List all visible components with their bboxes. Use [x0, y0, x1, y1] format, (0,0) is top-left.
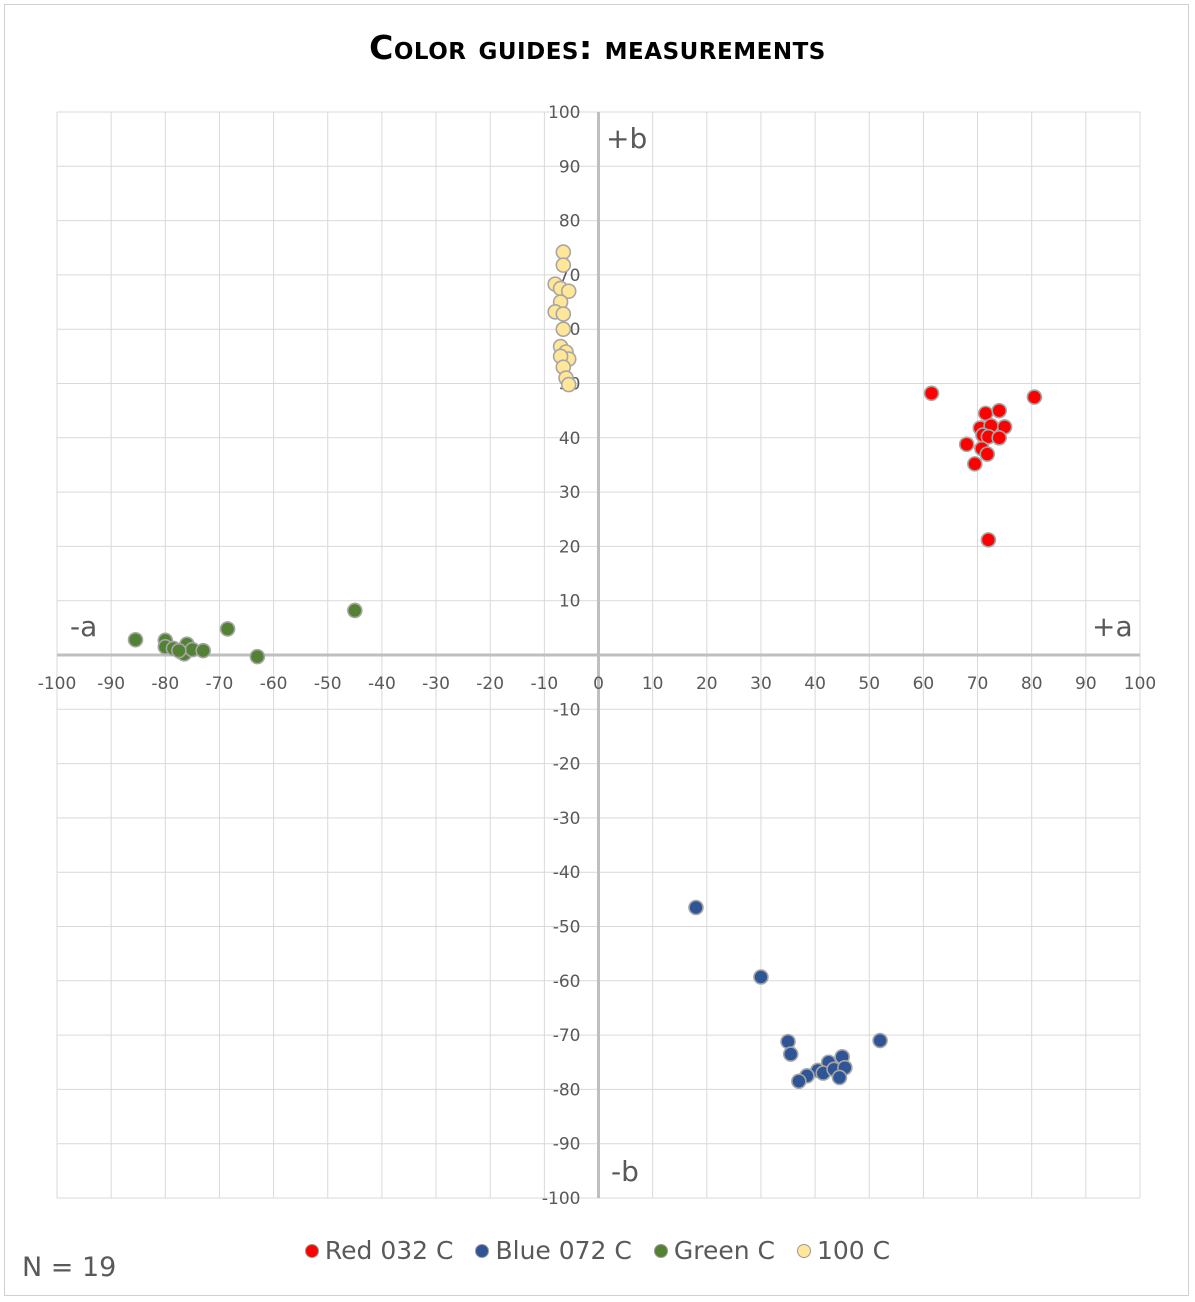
point-100-c	[555, 321, 572, 338]
point-green-c	[195, 642, 212, 659]
y-tick-label: 20	[559, 537, 581, 557]
point-blue-072-c	[688, 899, 704, 916]
y-tick-label: -100	[542, 1189, 581, 1209]
x-tick-label: -90	[97, 674, 125, 694]
legend: Red 032 C Blue 072 C Green C 100 C	[0, 1236, 1195, 1265]
x-tick-label: -50	[314, 674, 342, 694]
chart-frame	[4, 4, 1189, 1296]
point-red-032-c	[1026, 389, 1043, 405]
x-tick-label: 20	[696, 674, 718, 694]
legend-label: Green C	[673, 1236, 775, 1265]
sample-size-label: N = 19	[22, 1252, 117, 1283]
x-tick-label: -80	[151, 674, 179, 694]
x-tick-labels: -100 -90 -80 -70 -60 -50 -40 -30 -20 -10 0 10 20 30 40…	[38, 674, 1157, 694]
legend-item-green-c: Green C	[653, 1236, 775, 1265]
point-red-032-c	[967, 456, 983, 472]
data-points	[127, 244, 1043, 1090]
x-tick-label: 40	[804, 674, 826, 694]
point-100-c	[560, 283, 577, 299]
legend-item-100-c: 100 C	[796, 1236, 891, 1265]
x-tick-label: -70	[206, 674, 234, 694]
x-tick-label: -10	[530, 674, 558, 694]
x-tick-label: 0	[593, 674, 604, 694]
x-tick-label: 60	[913, 674, 935, 694]
axis-annotation-plus-a: +a	[1092, 610, 1133, 643]
legend-label: Red 032 C	[324, 1236, 454, 1265]
x-tick-label: 30	[750, 674, 772, 694]
y-tick-label: -30	[553, 809, 581, 829]
legend-label: 100 C	[816, 1236, 891, 1265]
y-tick-label: -70	[553, 1026, 581, 1046]
point-red-032-c	[991, 402, 1008, 419]
x-tick-label: -30	[422, 674, 450, 694]
y-tick-label: 10	[559, 592, 581, 612]
y-tick-label: 90	[559, 157, 581, 177]
point-blue-072-c	[780, 1033, 796, 1050]
legend-label: Blue 072 C	[495, 1236, 632, 1265]
x-tick-label: 90	[1075, 674, 1097, 694]
legend-item-red-032-c: Red 032 C	[304, 1236, 454, 1265]
point-100-c	[560, 376, 577, 393]
legend-marker	[304, 1243, 319, 1258]
point-red-032-c	[980, 532, 997, 548]
point-blue-072-c	[872, 1032, 888, 1049]
point-100-c	[555, 244, 572, 260]
x-tick-label: 80	[1021, 674, 1043, 694]
point-green-c	[219, 621, 236, 637]
x-tick-label: -20	[476, 674, 504, 694]
point-blue-072-c	[791, 1073, 807, 1090]
point-red-032-c	[958, 436, 975, 453]
y-tick-label: -90	[553, 1135, 581, 1155]
axes	[57, 112, 1140, 1198]
point-blue-072-c	[753, 969, 769, 985]
point-red-032-c	[923, 385, 940, 402]
legend-marker	[796, 1243, 811, 1258]
axis-annotation-plus-b: +b	[606, 122, 647, 155]
legend-marker	[475, 1243, 490, 1258]
point-green-c	[127, 631, 144, 648]
y-tick-label: -50	[553, 918, 581, 938]
axis-annotation-minus-a: -a	[70, 610, 97, 643]
y-tick-label: -40	[553, 863, 581, 883]
y-tick-label: -60	[553, 972, 581, 992]
y-tick-label: -10	[553, 700, 581, 720]
y-tick-label: 80	[559, 212, 581, 232]
y-tick-label: 40	[559, 429, 581, 449]
point-green-c	[347, 602, 363, 619]
legend-item-blue-072-c: Blue 072 C	[475, 1236, 632, 1265]
point-red-032-c	[979, 446, 996, 462]
chart-title: Color guides: measurements	[369, 28, 826, 67]
x-tick-label: 10	[642, 674, 664, 694]
y-tick-label: 30	[559, 483, 581, 503]
x-tick-label: 70	[967, 674, 989, 694]
y-tick-label: -20	[553, 755, 581, 775]
x-tick-label: 50	[858, 674, 880, 694]
x-tick-label: 100	[1124, 674, 1156, 694]
point-100-c	[555, 306, 572, 322]
point-100-c	[555, 257, 572, 273]
point-blue-072-c	[831, 1069, 848, 1086]
point-green-c	[171, 642, 187, 659]
legend-marker	[653, 1243, 668, 1258]
x-tick-label: -100	[38, 674, 77, 694]
x-tick-label: -60	[260, 674, 288, 694]
x-tick-label: -40	[368, 674, 396, 694]
point-blue-072-c	[782, 1046, 799, 1062]
axis-annotation-minus-b: -b	[611, 1155, 639, 1188]
y-tick-label: -80	[553, 1080, 581, 1100]
point-red-032-c	[991, 429, 1008, 446]
point-green-c	[249, 648, 266, 665]
y-tick-label: 100	[548, 103, 580, 123]
axis-annotations: +b -b +a -a	[70, 122, 1133, 1188]
